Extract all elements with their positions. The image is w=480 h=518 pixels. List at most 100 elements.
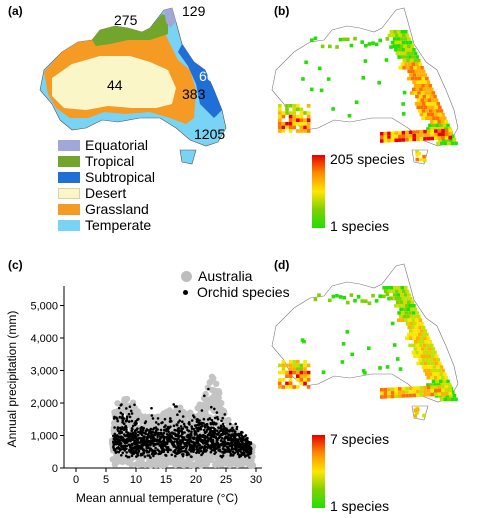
orchid-point: [132, 449, 135, 452]
richness-cell: [439, 116, 443, 120]
richness-cell: [296, 360, 300, 364]
orchid-point: [219, 433, 223, 436]
richness-cell: [390, 391, 395, 395]
richness-cell: [426, 336, 431, 340]
orchid-point: [195, 426, 198, 430]
orchid-point: [229, 422, 232, 426]
richness-cell: [303, 374, 307, 378]
orchid-point: [163, 417, 167, 421]
orchid-point: [117, 406, 121, 410]
richness-cell: [416, 386, 420, 390]
richness-cell: [288, 367, 293, 371]
richness-cell: [432, 358, 437, 362]
orchid-point: [143, 435, 146, 438]
desert-count: 44: [107, 77, 123, 93]
x-tick-label: 0: [73, 474, 79, 486]
legend-label: Grassland: [85, 201, 149, 217]
richness-cell: [428, 372, 433, 376]
richness-cell: [418, 94, 423, 99]
australia-point: [114, 408, 121, 415]
australia-point: [128, 461, 135, 468]
richness-cell: [426, 127, 430, 131]
richness-cell: [420, 105, 424, 110]
richness-cell: [345, 330, 350, 334]
richness-cell: [390, 131, 395, 136]
richness-cell: [396, 300, 400, 304]
richness-cell: [429, 127, 434, 131]
orchid-point: [173, 440, 176, 444]
richness-cell: [278, 104, 282, 108]
richness-cell: [422, 350, 426, 355]
richness-cell: [411, 55, 416, 59]
legend-swatch: [58, 187, 80, 199]
richness-cell: [278, 125, 282, 130]
richness-cell: [288, 378, 293, 382]
richness-cell: [396, 37, 401, 41]
richness-cell: [441, 368, 445, 373]
richness-cell: [439, 397, 444, 402]
richness-cell: [415, 343, 420, 348]
richness-cell: [441, 384, 445, 389]
richness-cell: [413, 91, 418, 95]
orchid-point: [128, 405, 132, 409]
orchid-point: [112, 445, 115, 448]
richness-cell: [416, 361, 421, 366]
orchid-point: [162, 428, 166, 432]
richness-cell: [380, 135, 384, 140]
orchid-point: [133, 403, 136, 407]
richness-cell: [426, 343, 430, 348]
orchid-point: [198, 443, 201, 447]
richness-cell: [403, 44, 407, 48]
australia-point: [218, 461, 225, 468]
richness-cell: [416, 66, 421, 70]
richness-cell: [306, 363, 311, 368]
orchid-point: [202, 448, 206, 452]
richness-cell: [400, 55, 405, 59]
richness-cell: [353, 36, 357, 41]
richness-cell: [383, 131, 388, 136]
richness-cell: [415, 336, 420, 340]
richness-cell: [422, 343, 427, 348]
richness-cell: [400, 30, 404, 34]
richness-cell: [401, 48, 405, 52]
richness-cell: [292, 367, 296, 371]
richness-cell: [436, 365, 440, 369]
richness-cell: [409, 73, 413, 77]
richness-cell: [408, 137, 413, 142]
richness-cell: [413, 314, 417, 319]
richness-cell: [423, 389, 427, 394]
richness-cell: [440, 120, 445, 124]
richness-cell: [436, 127, 441, 131]
orchid-point: [210, 405, 213, 409]
orchid-point: [209, 430, 213, 433]
orchid-point: [136, 433, 140, 437]
richness-cell: [434, 132, 438, 137]
richness-cell: [341, 342, 346, 346]
richness-cell: [404, 30, 408, 34]
richness-cell: [402, 33, 406, 38]
richness-cell: [281, 114, 286, 119]
richness-cell: [397, 304, 402, 308]
richness-cell: [317, 66, 322, 71]
orchid-point: [215, 437, 219, 441]
richness-cell: [285, 122, 289, 126]
richness-cell: [402, 289, 406, 294]
australia-point: [157, 462, 164, 469]
richness-cell: [423, 393, 427, 397]
richness-cell: [320, 44, 325, 49]
richness-cell: [405, 130, 409, 135]
richness-cell: [427, 354, 432, 358]
richness-cell: [331, 107, 335, 111]
orchid-point: [113, 415, 116, 419]
richness-cell: [303, 378, 307, 382]
legend-equatorial: Equatorial: [58, 137, 148, 153]
richness-cell: [281, 385, 286, 389]
richness-cell: [378, 366, 382, 370]
richness-cell: [408, 311, 412, 315]
richness-cell: [405, 390, 409, 394]
orchid-point: [226, 450, 229, 453]
richness-cell: [394, 394, 398, 399]
richness-cell: [427, 105, 431, 110]
richness-cell: [413, 414, 418, 418]
